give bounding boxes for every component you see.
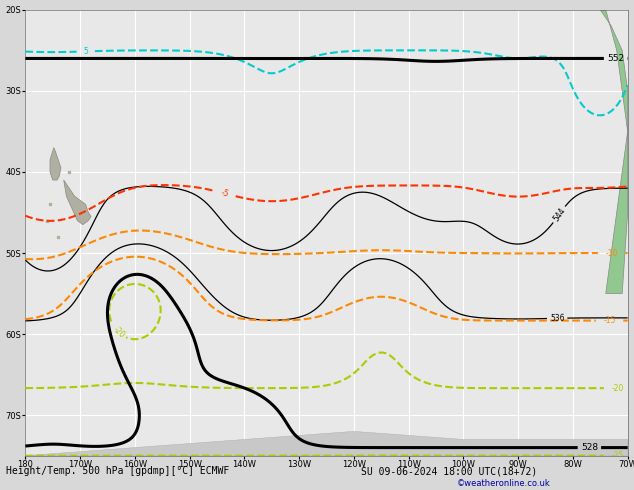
Polygon shape: [25, 431, 628, 456]
Text: 544: 544: [551, 206, 567, 223]
Text: SU 09-06-2024 18:00 UTC(18+72): SU 09-06-2024 18:00 UTC(18+72): [361, 466, 538, 476]
Text: 552: 552: [607, 54, 624, 63]
Text: ©weatheronline.co.uk: ©weatheronline.co.uk: [456, 479, 550, 488]
Polygon shape: [50, 147, 61, 180]
Text: -10: -10: [605, 248, 618, 258]
Text: 5: 5: [83, 47, 88, 56]
Text: -20: -20: [611, 384, 624, 392]
Polygon shape: [63, 180, 91, 224]
Text: -5: -5: [221, 188, 230, 199]
Text: -25: -25: [611, 451, 624, 460]
Polygon shape: [600, 10, 628, 294]
Text: 536: 536: [550, 314, 564, 323]
Text: Height/Temp. 500 hPa [gpdmp][°C] ECMWF: Height/Temp. 500 hPa [gpdmp][°C] ECMWF: [6, 466, 230, 476]
Text: -15: -15: [604, 316, 616, 325]
Text: -20: -20: [111, 325, 126, 340]
Text: 528: 528: [581, 443, 598, 452]
